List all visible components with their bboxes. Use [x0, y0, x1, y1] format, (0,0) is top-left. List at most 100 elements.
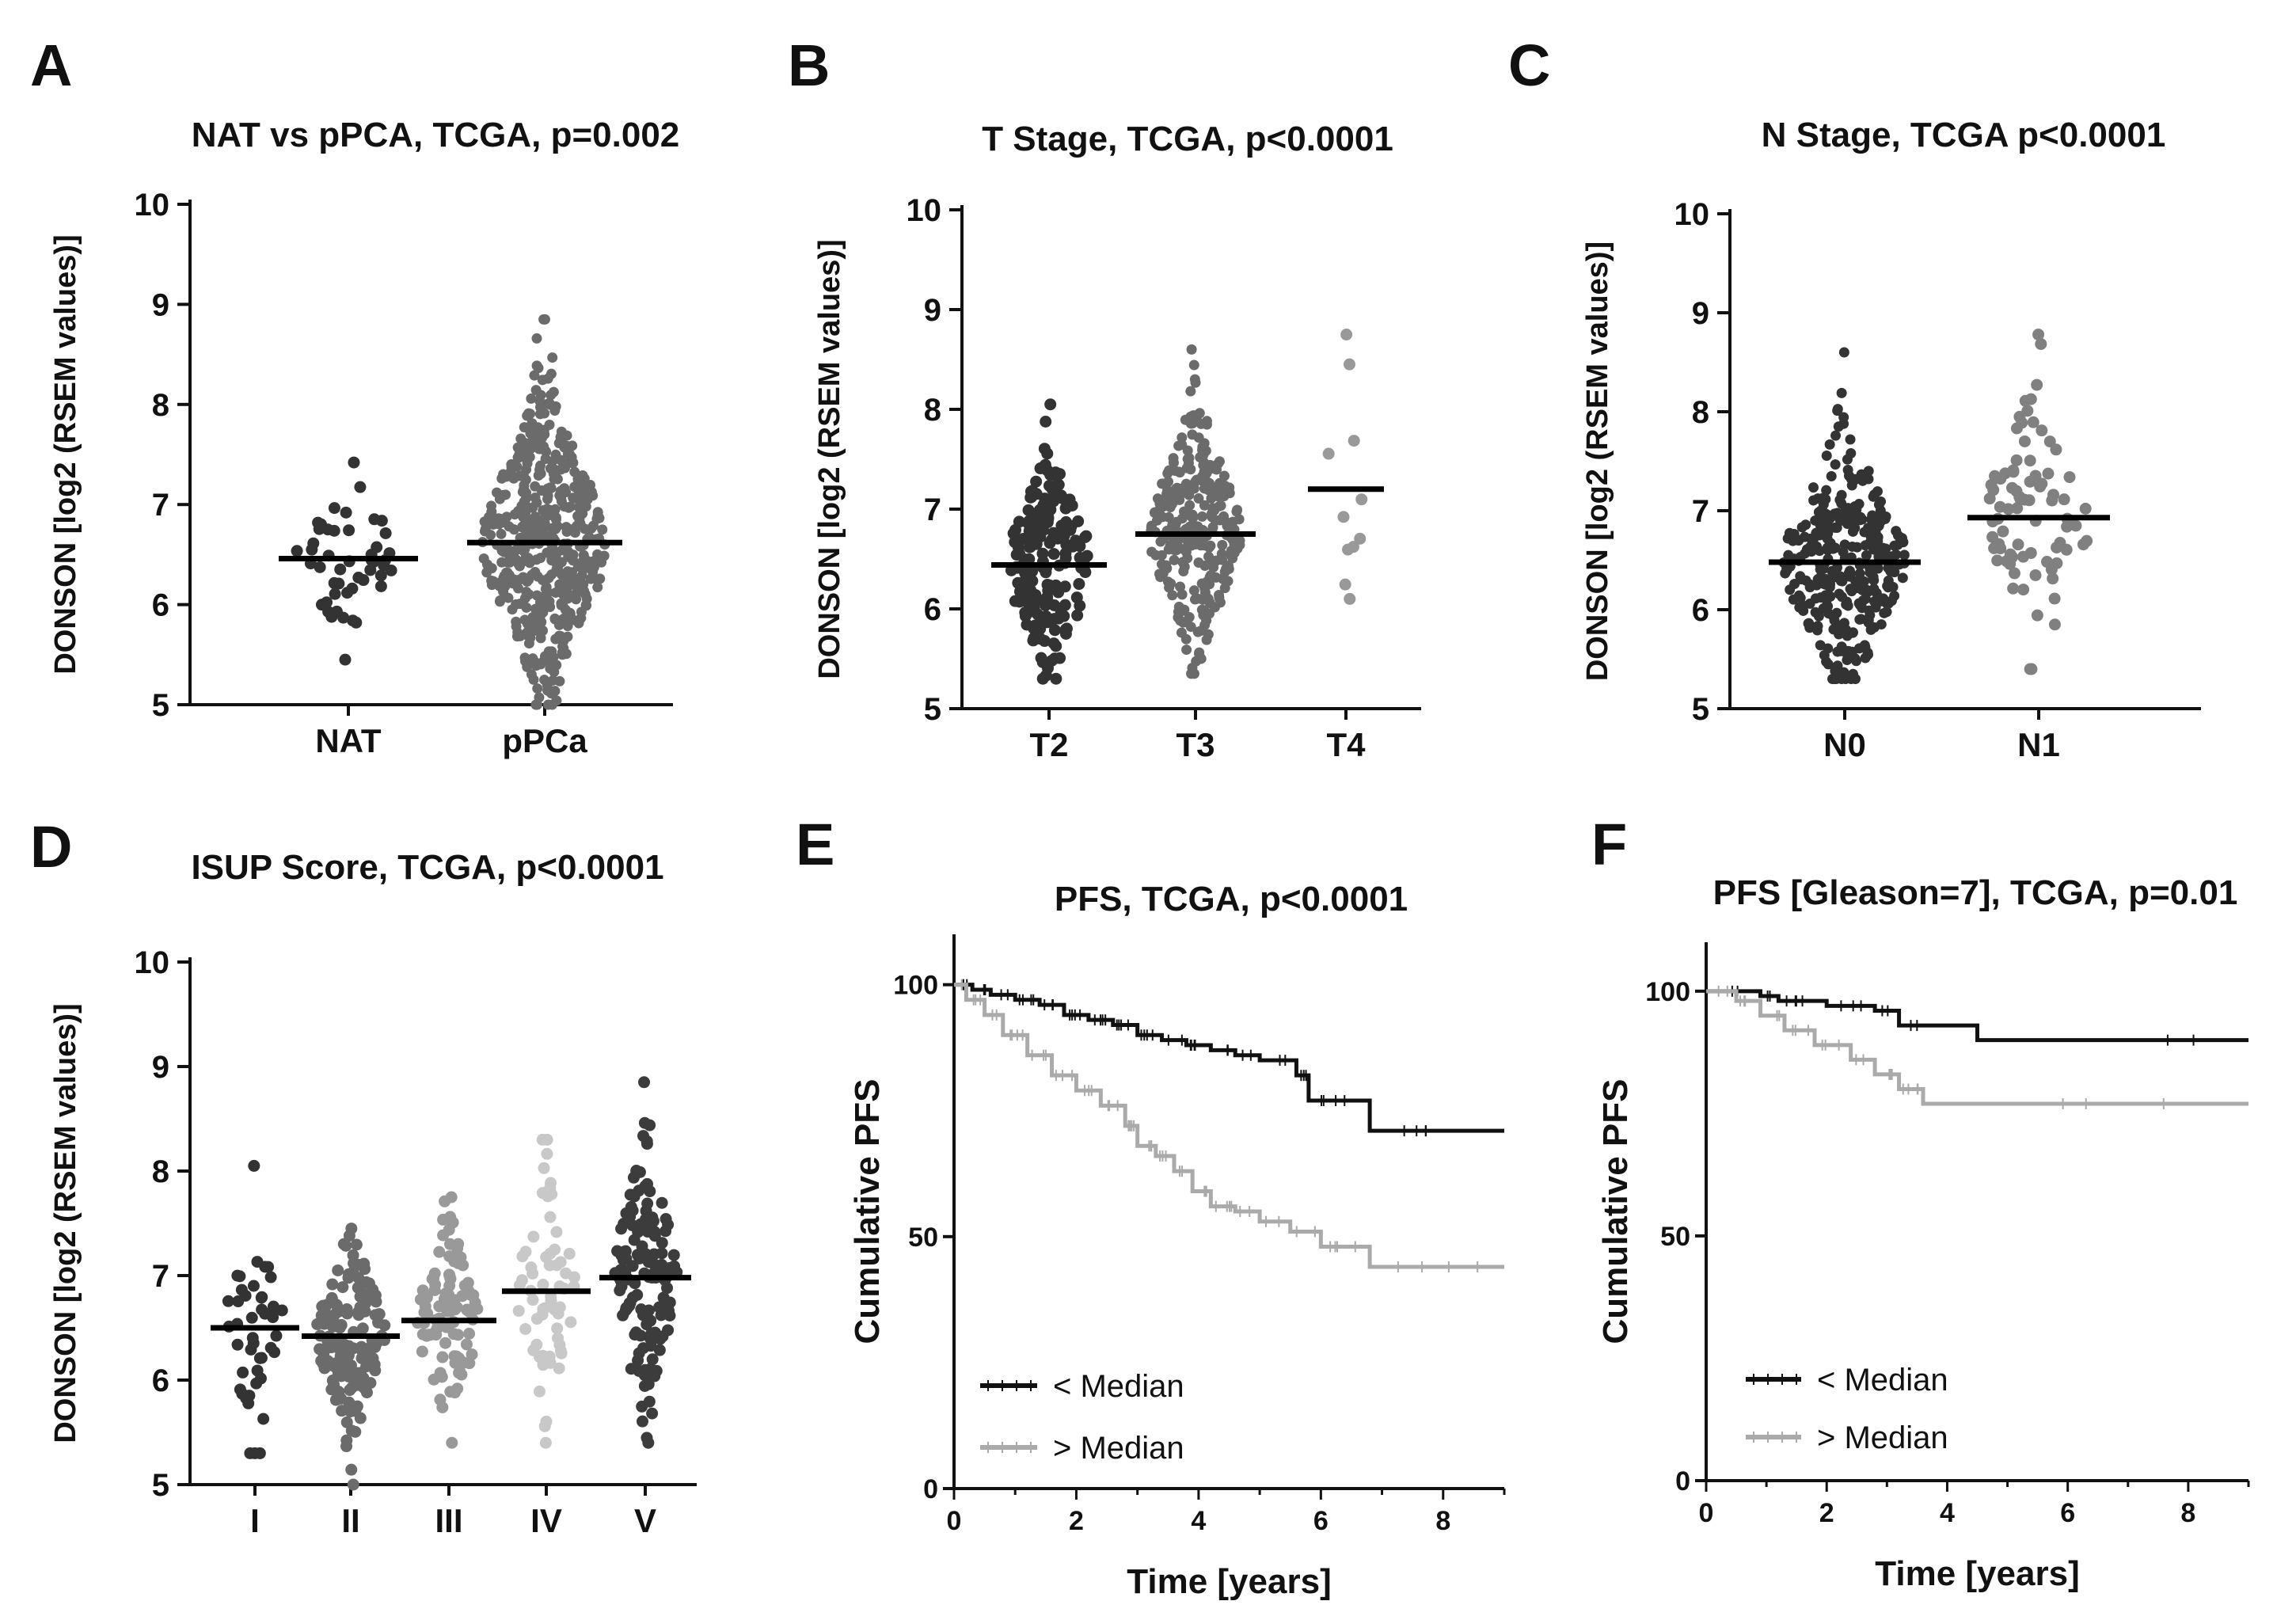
panel-letter-f: F: [1591, 812, 1627, 877]
data-point: [2004, 557, 2017, 570]
data-point: [642, 1378, 655, 1390]
data-point: [2036, 424, 2048, 437]
data-point: [1848, 627, 1859, 638]
data-point: [1322, 447, 1335, 460]
data-point: [1836, 387, 1847, 398]
data-point: [343, 1340, 355, 1352]
y-tick-label: 7: [1692, 494, 1709, 529]
x-tick-label: 8: [2180, 1498, 2195, 1528]
data-point: [533, 434, 544, 445]
data-point: [251, 1256, 264, 1268]
data-point: [515, 630, 526, 641]
data-point: [1030, 475, 1043, 488]
data-point: [556, 557, 567, 568]
data-point: [343, 524, 355, 537]
data-point: [625, 1200, 637, 1213]
data-point: [564, 448, 575, 459]
data-point: [587, 565, 599, 576]
data-point: [639, 1363, 652, 1376]
y-tick-label: 100: [1645, 977, 1690, 1007]
data-point: [1162, 468, 1173, 479]
data-point: [1073, 578, 1085, 591]
data-point: [553, 1362, 565, 1375]
data-point: [2032, 329, 2045, 340]
data-point: [550, 523, 561, 534]
x-tick-label: N1: [2017, 726, 2060, 763]
data-point: [1842, 454, 1853, 465]
data-point: [539, 314, 550, 325]
y-tick-label: 5: [152, 1468, 169, 1503]
data-point: [1197, 444, 1208, 455]
y-tick-label: 100: [893, 971, 938, 1001]
data-point: [418, 1306, 431, 1318]
data-point: [257, 1413, 270, 1425]
data-point: [363, 1277, 375, 1290]
data-point: [513, 559, 524, 570]
data-point: [1868, 584, 1880, 595]
data-point: [1878, 593, 1889, 604]
chart-title: T Stage, TCGA, p<0.0001: [982, 120, 1393, 158]
data-point: [357, 1371, 370, 1384]
y-tick-label: 50: [1660, 1222, 1690, 1252]
x-tick-label: 8: [1435, 1506, 1450, 1536]
data-point: [1991, 554, 2004, 567]
data-point: [356, 1322, 369, 1335]
data-point: [1162, 576, 1173, 588]
data-point: [1022, 531, 1035, 544]
data-point: [356, 1346, 369, 1359]
dot-group-V: [609, 1076, 683, 1449]
data-point: [1783, 550, 1794, 561]
data-point: [1154, 504, 1165, 515]
data-point: [1849, 653, 1861, 664]
dotplot-panel-a: NAT vs pPCA, TCGA, p=0.002 5 6 7 8 9 10 DONSON …: [49, 116, 679, 759]
data-point: [544, 1211, 557, 1223]
data-point: [2018, 435, 2031, 447]
data-point: [1220, 575, 1231, 586]
data-point: [1821, 595, 1832, 606]
data-point: [551, 1322, 564, 1335]
data-point: [1838, 508, 1849, 519]
data-point: [1221, 564, 1232, 575]
data-point: [1832, 404, 1843, 415]
data-point: [596, 557, 607, 568]
data-point: [1169, 520, 1180, 531]
data-point: [1891, 549, 1902, 560]
x-tick-label: 6: [2060, 1498, 2075, 1528]
data-point: [1824, 511, 1835, 522]
data-point: [515, 1274, 528, 1287]
data-point: [656, 1330, 669, 1343]
data-point: [420, 1291, 433, 1303]
data-point: [544, 596, 555, 607]
data-point: [1847, 526, 1858, 537]
data-point: [329, 588, 341, 600]
data-point: [2023, 494, 2036, 507]
data-point: [584, 531, 595, 542]
data-point: [2017, 550, 2030, 563]
data-point: [555, 464, 566, 475]
data-point: [1206, 492, 1217, 504]
x-tick-label: III: [435, 1502, 462, 1539]
data-point: [457, 1259, 469, 1272]
data-point: [526, 1267, 539, 1280]
data-point: [1155, 572, 1166, 583]
data-point: [1849, 501, 1861, 512]
data-point: [1040, 416, 1052, 428]
data-point: [1185, 386, 1196, 397]
data-point: [1044, 398, 1057, 411]
data-point: [1177, 513, 1188, 524]
data-point: [556, 426, 567, 437]
data-point: [542, 547, 553, 558]
data-point: [644, 1119, 656, 1131]
data-point: [1348, 435, 1360, 447]
data-point: [1051, 470, 1063, 483]
y-tick-label: 6: [152, 1363, 169, 1398]
data-point: [345, 1463, 358, 1476]
data-point: [1845, 584, 1856, 595]
data-point: [653, 1301, 666, 1314]
data-point: [1184, 612, 1195, 623]
data-point: [1852, 542, 1863, 553]
data-point: [1194, 648, 1205, 660]
data-point: [1048, 624, 1061, 637]
data-point: [513, 505, 524, 516]
data-point: [1842, 655, 1853, 666]
